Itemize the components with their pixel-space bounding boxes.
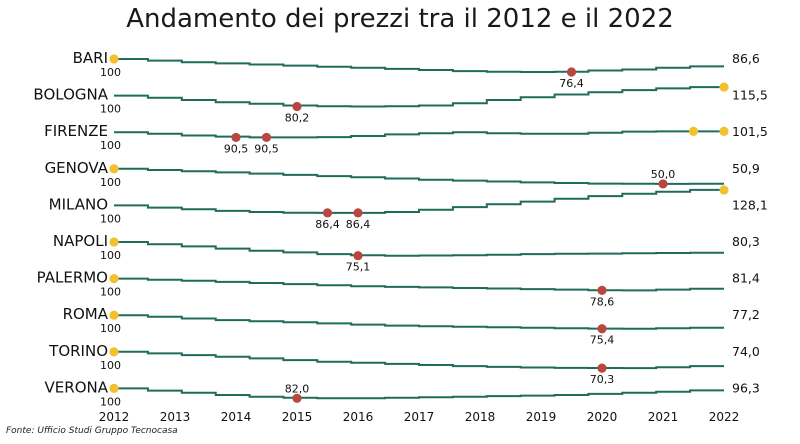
x-tick-2015: 2015 <box>282 410 313 424</box>
series-line-milano <box>114 188 724 214</box>
base-value-firenze: 100 <box>100 139 121 152</box>
min-label-bari-1: 76,4 <box>559 77 584 90</box>
min-marker-bologna-0 <box>292 101 302 112</box>
base-value-roma: 100 <box>100 322 121 335</box>
x-tick-2014: 2014 <box>221 410 252 424</box>
x-tick-2018: 2018 <box>465 410 496 424</box>
min-label-bologna-0: 80,2 <box>285 111 310 124</box>
max-marker-palermo-0 <box>109 274 119 284</box>
min-label-roma-1: 75,4 <box>590 334 615 347</box>
city-label-milano: MILANO <box>49 195 108 213</box>
city-label-genova: GENOVA <box>45 159 109 177</box>
min-label-genova-1: 50,0 <box>651 168 676 181</box>
min-label-firenze-0: 90,5 <box>224 142 249 155</box>
end-value-bologna: 115,5 <box>732 88 768 103</box>
series-line-napoli <box>114 241 724 257</box>
x-tick-2021: 2021 <box>648 410 679 424</box>
max-marker-roma-0 <box>109 310 119 320</box>
end-value-roma: 77,2 <box>732 307 760 322</box>
min-label-milano-1: 86,4 <box>346 218 371 231</box>
min-label-palermo-1: 78,6 <box>590 295 615 308</box>
min-label-torino-1: 70,3 <box>590 373 615 386</box>
max-marker-firenze-3 <box>719 126 729 136</box>
min-marker-genova-1 <box>658 179 668 189</box>
end-value-bari: 86,6 <box>732 51 760 66</box>
city-label-bologna: BOLOGNA <box>33 86 108 104</box>
end-value-verona: 96,3 <box>732 380 760 395</box>
base-value-milano: 100 <box>100 212 121 225</box>
max-marker-torino-0 <box>109 347 119 357</box>
min-label-milano-0: 86,4 <box>315 218 340 231</box>
x-tick-2019: 2019 <box>526 410 557 424</box>
min-label-verona-1: 82,0 <box>285 382 310 395</box>
max-marker-bologna-1 <box>719 82 729 92</box>
series-line-bari <box>114 58 724 73</box>
end-value-genova: 50,9 <box>732 161 760 176</box>
series-line-palermo <box>114 277 724 292</box>
base-value-napoli: 100 <box>100 249 121 262</box>
city-label-firenze: FIRENZE <box>44 122 108 140</box>
series-line-verona <box>114 387 724 400</box>
x-tick-2022: 2022 <box>709 410 740 424</box>
end-value-palermo: 81,4 <box>732 271 760 286</box>
x-tick-2020: 2020 <box>587 410 618 424</box>
max-marker-genova-0 <box>109 164 119 174</box>
series-line-roma <box>114 314 724 330</box>
base-value-torino: 100 <box>100 359 121 372</box>
min-marker-milano-0 <box>322 208 333 218</box>
min-marker-torino-1 <box>597 363 607 373</box>
city-label-napoli: NAPOLI <box>53 232 108 250</box>
end-value-milano: 128,1 <box>732 197 768 212</box>
city-label-roma: ROMA <box>63 305 109 323</box>
max-marker-bari-0 <box>109 54 119 64</box>
x-tick-2016: 2016 <box>343 410 374 424</box>
end-value-firenze: 101,5 <box>732 124 768 139</box>
end-value-torino: 74,0 <box>732 344 760 359</box>
min-marker-roma-1 <box>597 324 607 334</box>
max-marker-verona-0 <box>109 383 119 393</box>
min-marker-verona-1 <box>292 393 302 403</box>
city-label-torino: TORINO <box>48 342 108 360</box>
base-value-palermo: 100 <box>100 286 121 299</box>
base-value-bari: 100 <box>100 66 121 79</box>
series-line-bologna <box>114 86 724 108</box>
min-marker-napoli-1 <box>353 251 363 261</box>
min-marker-milano-1 <box>353 208 363 218</box>
city-label-palermo: PALERMO <box>37 269 108 287</box>
base-value-genova: 100 <box>100 176 121 189</box>
series-line-genova <box>114 167 724 185</box>
x-tick-2013: 2013 <box>160 410 191 424</box>
city-label-verona: VERONA <box>45 378 109 396</box>
min-label-napoli-1: 75,1 <box>346 261 371 274</box>
chart-title: Andamento dei prezzi tra il 2012 e il 20… <box>126 4 674 34</box>
x-tick-2017: 2017 <box>404 410 435 424</box>
min-marker-palermo-1 <box>597 285 607 295</box>
min-label-firenze-1: 90,5 <box>254 142 279 155</box>
base-value-verona: 100 <box>100 395 121 408</box>
max-marker-milano-2 <box>719 185 729 195</box>
series-line-firenze <box>114 130 724 139</box>
min-marker-firenze-1 <box>261 132 272 143</box>
max-marker-napoli-0 <box>109 237 119 247</box>
x-tick-2012: 2012 <box>99 410 130 424</box>
min-marker-bari-1 <box>566 67 577 77</box>
end-value-napoli: 80,3 <box>732 234 760 249</box>
city-label-bari: BARI <box>73 49 108 67</box>
base-value-bologna: 100 <box>100 103 121 116</box>
series-line-torino <box>114 350 724 370</box>
max-marker-firenze-2 <box>688 126 699 136</box>
min-marker-firenze-0 <box>231 132 241 143</box>
source-note: Fonte: Ufficio Studi Gruppo Tecnocasa <box>6 426 178 436</box>
